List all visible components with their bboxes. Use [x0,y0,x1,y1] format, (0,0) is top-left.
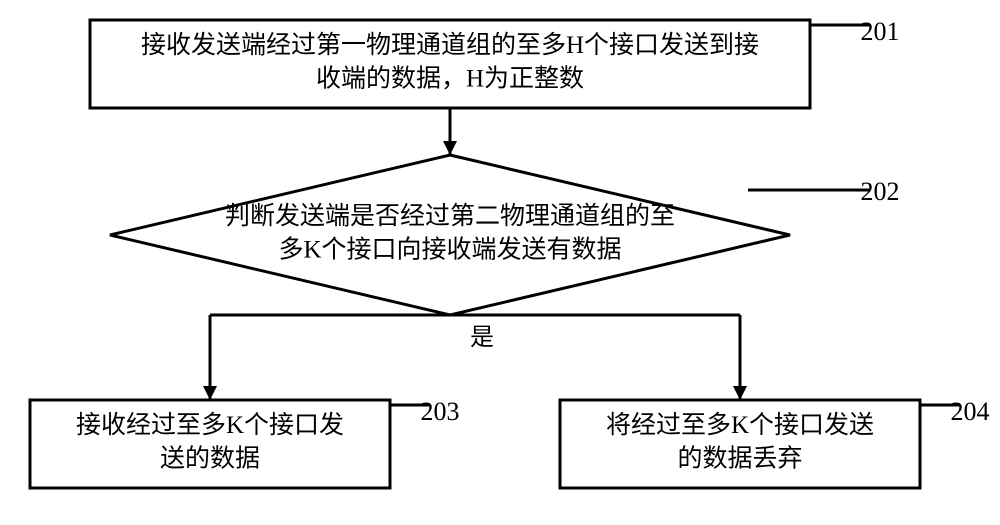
node-text: 接收经过至多K个接口发 [76,411,344,439]
node-text: 送的数据 [160,445,260,473]
step-label: 203 [421,397,460,426]
node-text: 多K个接口向接收端发送有数据 [278,236,621,264]
node-text: 收端的数据，H为正整数 [316,65,584,93]
edge-label-yes: 是 [470,325,494,351]
step-label: 201 [861,17,900,46]
step-label: 202 [861,177,900,206]
node-text: 接收发送端经过第一物理通道组的至多H个接口发送到接 [141,31,759,59]
node-text: 将经过至多K个接口发送 [606,411,874,439]
step-label: 204 [951,397,990,426]
node-text: 判断发送端是否经过第二物理通道组的至 [225,202,675,230]
node-text: 的数据丢弃 [677,445,802,473]
